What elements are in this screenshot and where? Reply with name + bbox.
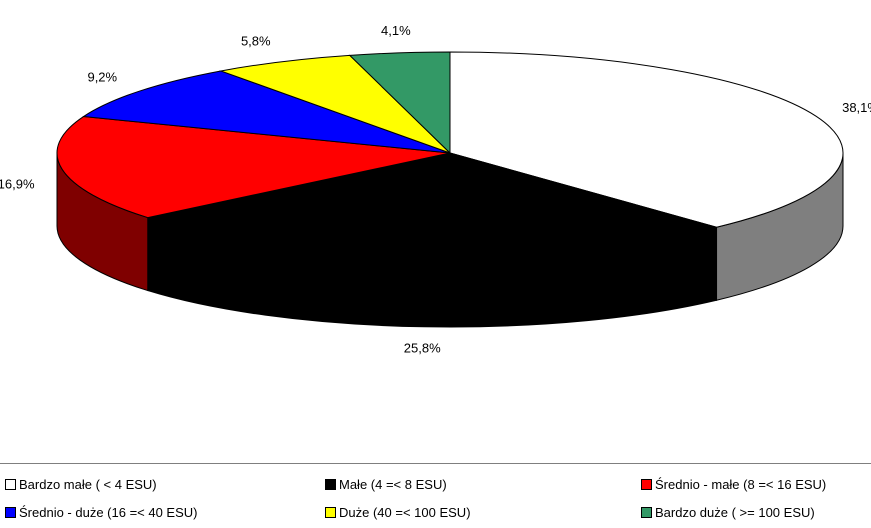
pie-slice [82,70,451,154]
legend-label: Duże (40 =< 100 ESU) [339,505,471,520]
legend-label: Bardzo duże ( >= 100 ESU) [655,505,815,520]
pie-chart: 38,1% 25,8% 16,9% 9,2% 5,8% 4,1% [0,23,871,356]
legend-item-duze: Duże (40 =< 100 ESU) [325,505,471,520]
legend-swatch [641,479,652,490]
legend-item-srednio-duze: Średnio - duże (16 =< 40 ESU) [5,505,198,520]
pie-slice [218,54,451,154]
slice-value-label: 5,8% [241,34,271,49]
slice-value-label: 25,8% [404,341,441,356]
slice-value-label: 38,1% [842,100,871,115]
slice-value-label: 16,9% [0,177,35,192]
legend-item-bardzo-duze: Bardzo duże ( >= 100 ESU) [641,505,815,520]
legend-swatch [641,507,652,518]
legend-swatch [325,507,336,518]
legend-swatch [5,507,16,518]
pie-slice [348,51,451,155]
legend: Bardzo małe ( < 4 ESU) Małe (4 =< 8 ESU)… [0,463,871,528]
legend-item-bardzo-male: Bardzo małe ( < 4 ESU) [5,477,157,492]
pie-slice [145,152,717,255]
legend-item-srednio-male: Średnio - małe (8 =< 16 ESU) [641,477,826,492]
pie-slice [449,51,844,228]
legend-label: Małe (4 =< 8 ESU) [339,477,447,492]
legend-item-male: Małe (4 =< 8 ESU) [325,477,447,492]
slice-value-label: 4,1% [381,23,411,38]
slice-value-label: 9,2% [87,70,117,85]
legend-swatch [5,479,16,490]
pie-slice [56,116,451,219]
legend-swatch [325,479,336,490]
legend-label: Średnio - małe (8 =< 16 ESU) [655,477,827,492]
legend-label: Średnio - duże (16 =< 40 ESU) [19,505,198,520]
legend-label: Bardzo małe ( < 4 ESU) [19,477,157,492]
